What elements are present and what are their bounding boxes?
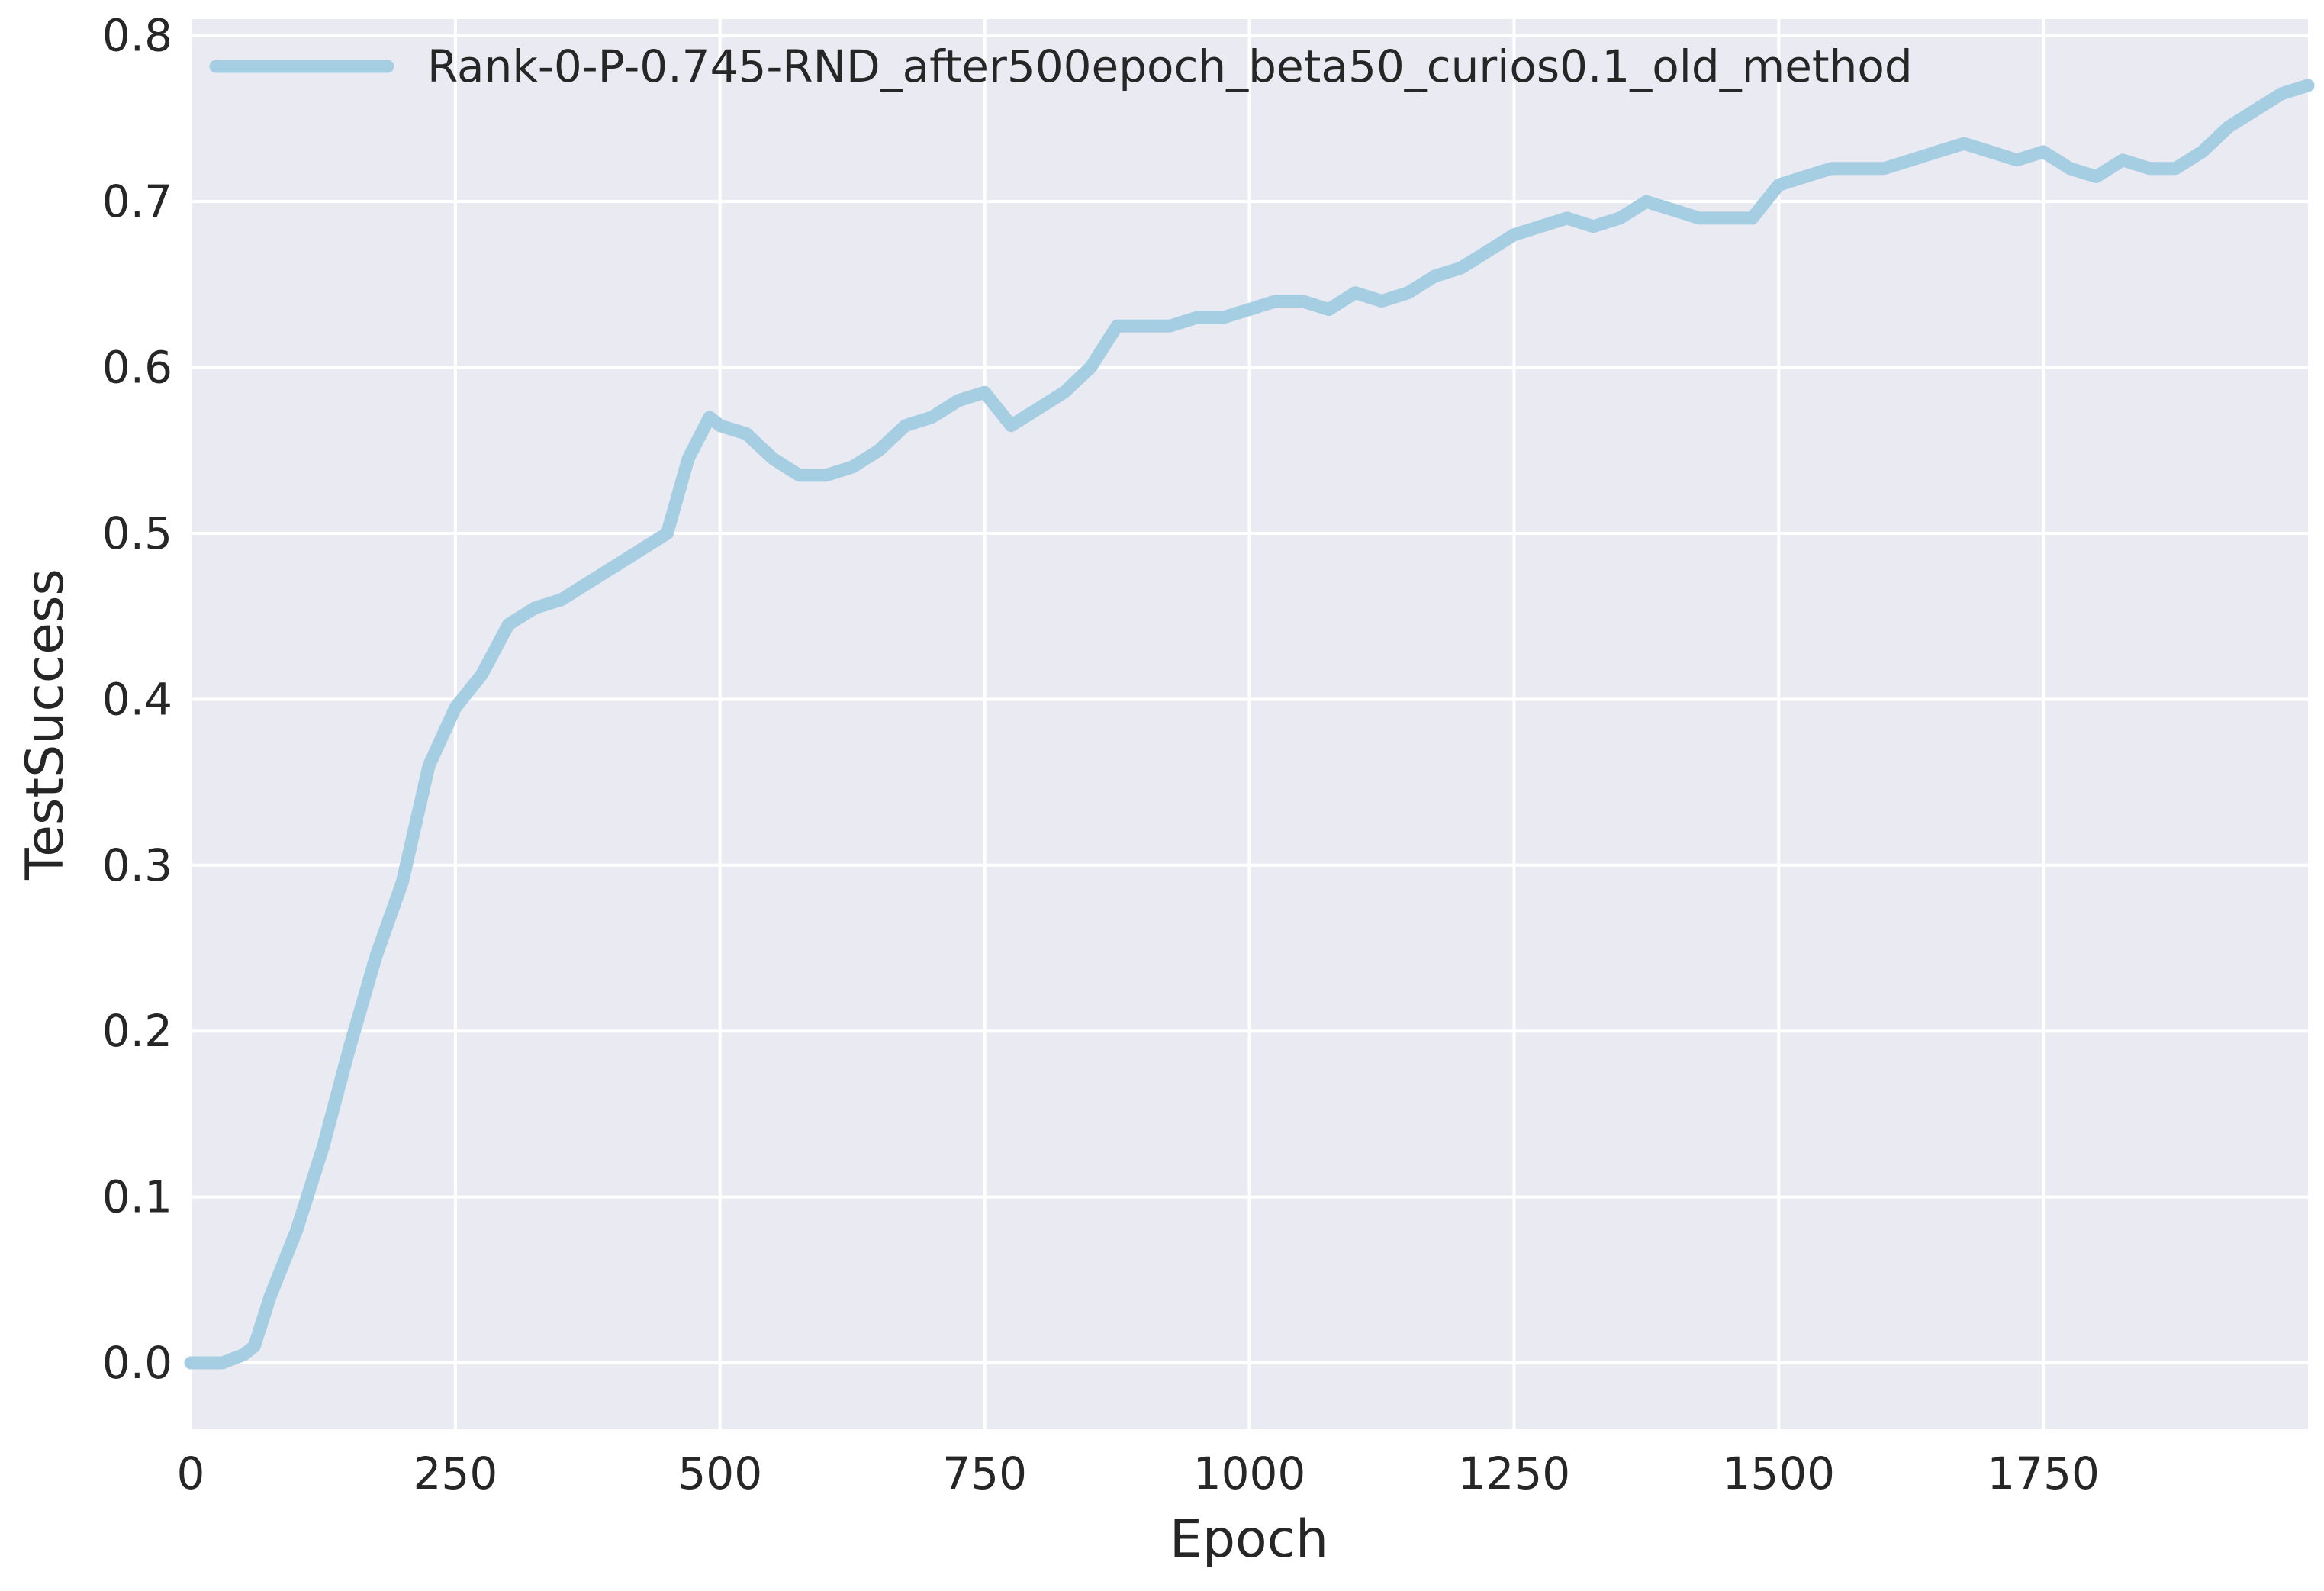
y-tick-label: 0.1: [102, 1171, 172, 1223]
x-tick-labels: 0 250 500 750 1000 1250 1500 1750: [177, 1448, 2100, 1499]
x-tick-label: 0: [177, 1448, 205, 1499]
y-tick-label: 0.8: [102, 10, 172, 62]
x-gridlines: [189, 19, 2046, 1429]
x-tick-label: 250: [414, 1448, 498, 1499]
series-layer: [184, 79, 2315, 1370]
x-axis-label: Epoch: [1170, 1509, 1328, 1570]
y-tick-label: 0.0: [102, 1337, 172, 1389]
y-tick-label: 0.3: [102, 839, 172, 891]
x-tick-label: 750: [942, 1448, 1027, 1499]
y-tick-label: 0.4: [102, 673, 172, 725]
y-tick-labels: 0.0 0.1 0.2 0.3 0.4 0.5 0.6 0.7 0.8: [102, 10, 172, 1389]
y-tick-label: 0.7: [102, 176, 172, 227]
x-tick-label: 500: [678, 1448, 762, 1499]
x-tick-label: 1250: [1458, 1448, 1571, 1499]
y-tick-label: 0.5: [102, 507, 172, 559]
y-tick-label: 0.2: [102, 1005, 172, 1057]
legend-entry: Rank-0-P-0.745-RND_after500epoch_beta50_…: [427, 40, 1913, 92]
x-tick-label: 1750: [1987, 1448, 2100, 1499]
y-axis-label: TestSuccess: [15, 568, 76, 881]
series-line-0: [184, 79, 2315, 1370]
y-gridlines: [191, 34, 2308, 1365]
x-tick-label: 1000: [1193, 1448, 1306, 1499]
y-tick-label: 0.6: [102, 342, 172, 394]
legend: Rank-0-P-0.745-RND_after500epoch_beta50_…: [209, 40, 1913, 92]
x-tick-label: 1500: [1722, 1448, 1835, 1499]
